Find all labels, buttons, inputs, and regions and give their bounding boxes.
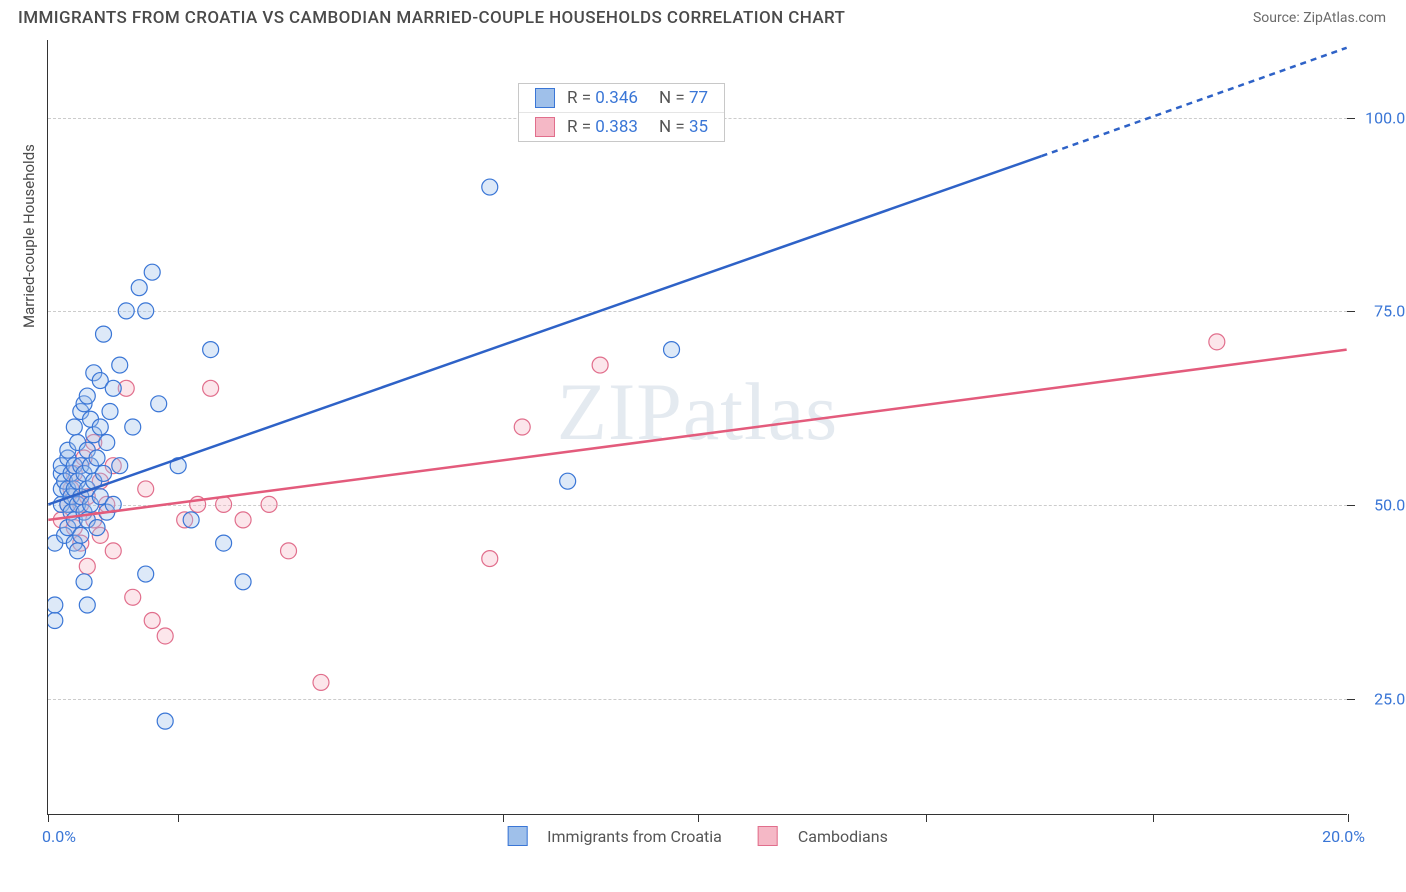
cambodia-point: [482, 551, 498, 567]
croatia-point: [112, 357, 128, 373]
legend-label-croatia: Immigrants from Croatia: [547, 827, 722, 846]
croatia-point: [216, 535, 232, 551]
stats-row-cambodia: R = 0.383 N = 35: [519, 112, 724, 141]
chart-title: IMMIGRANTS FROM CROATIA VS CAMBODIAN MAR…: [18, 8, 845, 28]
croatia-point: [92, 419, 108, 435]
cambodia-point: [281, 543, 297, 559]
cambodia-point: [1209, 334, 1225, 350]
y-tick-label: 75.0%: [1374, 302, 1406, 321]
bottom-legend: Immigrants from Croatia Cambodians: [507, 826, 888, 846]
croatia-point: [157, 713, 173, 729]
trendline-croatia: [48, 156, 1041, 504]
legend-swatch-croatia: [507, 826, 527, 846]
legend-item-croatia: Immigrants from Croatia: [507, 826, 722, 846]
trendline-croatia-extrapolated: [1042, 48, 1347, 156]
croatia-point: [144, 264, 160, 280]
cambodia-point: [203, 380, 219, 396]
trendline-cambodia: [48, 350, 1346, 520]
x-tick: [1348, 814, 1349, 822]
r-label: R =: [567, 117, 591, 137]
x-tick: [698, 814, 699, 822]
n-value-croatia: 77: [689, 88, 708, 108]
croatia-point: [89, 520, 105, 536]
cambodia-point: [514, 419, 530, 435]
scatter-svg: [48, 40, 1347, 814]
r-label: R =: [567, 88, 591, 108]
x-tick: [1153, 814, 1154, 822]
croatia-point: [125, 419, 141, 435]
croatia-point: [79, 388, 95, 404]
source-label: Source: ZipAtlas.com: [1253, 10, 1386, 26]
croatia-point: [48, 597, 63, 613]
legend-swatch-cambodia: [758, 826, 778, 846]
croatia-point: [89, 450, 105, 466]
cambodia-point: [105, 543, 121, 559]
cambodia-point: [144, 613, 160, 629]
y-tick-label: 50.0%: [1374, 496, 1406, 515]
croatia-point: [66, 419, 82, 435]
cambodia-point: [79, 558, 95, 574]
n-value-cambodia: 35: [689, 117, 708, 137]
cambodia-point: [261, 496, 277, 512]
legend-item-cambodia: Cambodians: [758, 826, 888, 846]
x-tick: [48, 814, 49, 822]
x-tick: [926, 814, 927, 822]
swatch-cambodia: [535, 117, 555, 137]
x-min-label: 0.0%: [42, 827, 76, 846]
cambodia-point: [235, 512, 251, 528]
croatia-point: [131, 280, 147, 296]
cambodia-point: [138, 481, 154, 497]
croatia-point: [102, 404, 118, 420]
chart-plot-area: ZIPatlas 25.0%50.0%75.0%100.0% R = 0.346…: [47, 40, 1347, 815]
swatch-croatia: [535, 88, 555, 108]
cambodia-point: [592, 357, 608, 373]
legend-label-cambodia: Cambodians: [798, 827, 888, 846]
croatia-point: [138, 303, 154, 319]
croatia-point: [112, 458, 128, 474]
croatia-point: [70, 543, 86, 559]
croatia-point: [99, 434, 115, 450]
x-tick: [178, 814, 179, 822]
croatia-point: [73, 527, 89, 543]
cambodia-point: [157, 628, 173, 644]
croatia-point: [664, 342, 680, 358]
y-tick-label: 100.0%: [1365, 108, 1406, 127]
croatia-point: [138, 566, 154, 582]
r-value-croatia: 0.346: [595, 88, 638, 108]
croatia-point: [183, 512, 199, 528]
croatia-point: [482, 179, 498, 195]
croatia-point: [105, 380, 121, 396]
croatia-point: [203, 342, 219, 358]
y-axis-title: Married-couple Households: [20, 144, 38, 328]
x-max-label: 20.0%: [1322, 827, 1365, 846]
cambodia-point: [125, 589, 141, 605]
stats-legend: R = 0.346 N = 77 R = 0.383 N = 35: [518, 83, 725, 142]
croatia-point: [560, 473, 576, 489]
croatia-point: [118, 303, 134, 319]
cambodia-point: [313, 674, 329, 690]
croatia-point: [235, 574, 251, 590]
croatia-point: [96, 326, 112, 342]
x-tick: [503, 814, 504, 822]
croatia-point: [48, 613, 63, 629]
croatia-point: [96, 465, 112, 481]
n-label: N =: [659, 117, 685, 137]
croatia-point: [151, 396, 167, 412]
croatia-point: [79, 597, 95, 613]
stats-row-croatia: R = 0.346 N = 77: [519, 84, 724, 112]
croatia-point: [76, 574, 92, 590]
r-value-cambodia: 0.383: [595, 117, 638, 137]
y-tick-label: 25.0%: [1374, 689, 1406, 708]
n-label: N =: [659, 88, 685, 108]
